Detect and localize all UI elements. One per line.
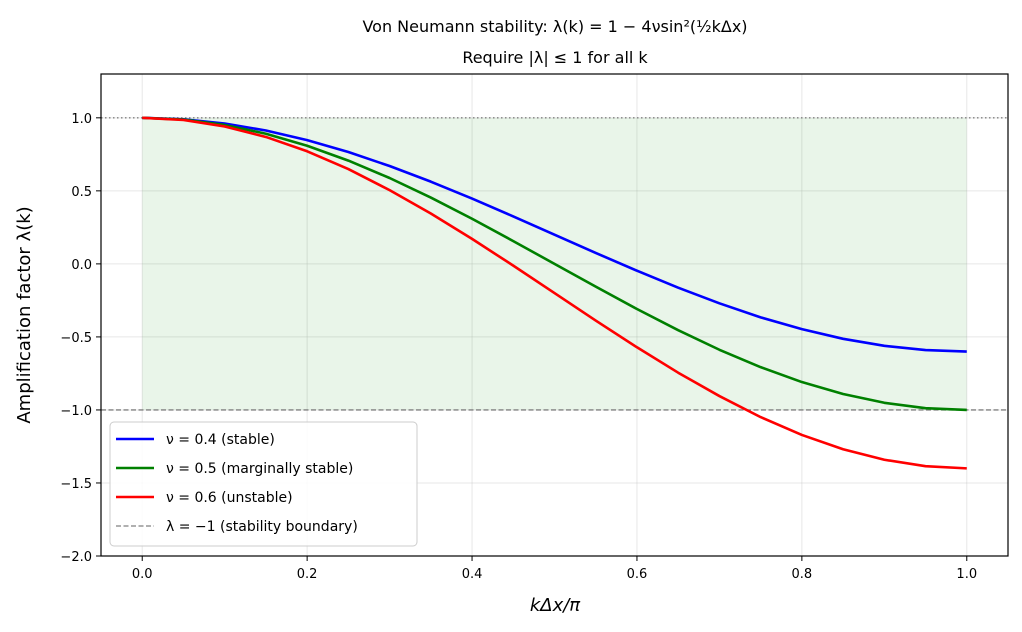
y-axis-label: Amplification factor λ(k) (14, 206, 35, 423)
y-tick-label: 0.0 (71, 258, 92, 273)
legend-box (109, 421, 418, 547)
y-tick-label: 0.5 (71, 185, 92, 200)
y-tick-label: −0.5 (60, 331, 92, 346)
chart-title: Von Neumann stability: λ(k) = 1 − 4νsin²… (362, 17, 747, 36)
x-tick-label: 0.8 (792, 567, 813, 582)
x-tick-label: 0.4 (462, 567, 483, 582)
y-tick-label: −2.0 (60, 550, 92, 565)
chart-subtitle: Require |λ| ≤ 1 for all k (462, 48, 648, 67)
x-tick-label: 0.0 (132, 567, 153, 582)
legend: ν = 0.4 (stable) ν = 0.5 (marginally stab… (109, 421, 418, 547)
plot-frame (100, 73, 1009, 557)
y-tick-label: −1.5 (60, 477, 92, 492)
x-tick-label: 0.6 (627, 567, 648, 582)
legend-label: ν = 0.6 (unstable) (166, 490, 293, 506)
y-tick-label: −1.0 (60, 404, 92, 419)
legend-label: ν = 0.4 (stable) (166, 432, 275, 448)
legend-label: ν = 0.5 (marginally stable) (166, 461, 353, 477)
legend-label: λ = −1 (stability boundary) (166, 519, 358, 535)
series-line-0 (142, 116, 967, 353)
series-line-1 (142, 116, 967, 412)
x-tick-label: 1.0 (956, 567, 977, 582)
x-tick-label: 0.2 (297, 567, 318, 582)
x-axis-label: kΔx/π (530, 595, 581, 616)
y-tick-label: 1.0 (71, 112, 92, 127)
series-line-2 (142, 116, 967, 470)
